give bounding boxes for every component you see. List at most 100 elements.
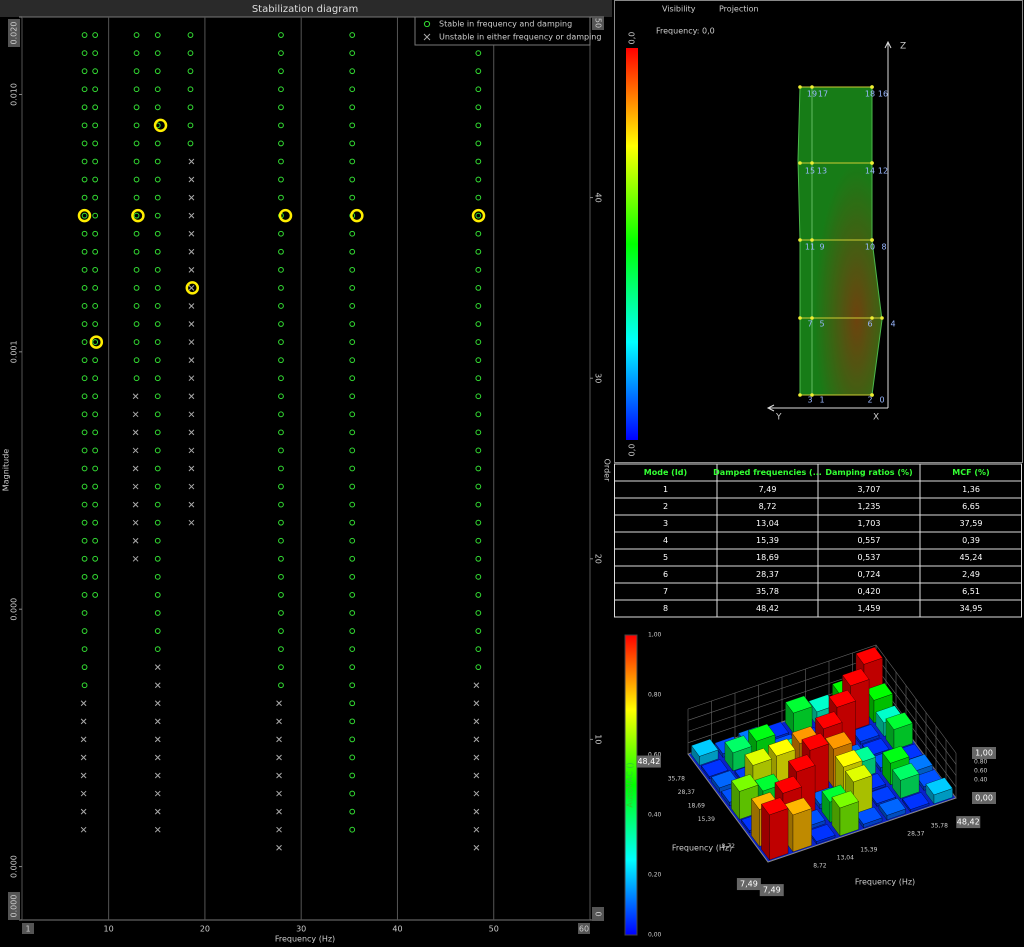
bar-top [788, 754, 816, 773]
unstable-point [132, 465, 139, 472]
colorbar [626, 48, 638, 440]
stable-point [154, 519, 161, 526]
stable-point [349, 266, 356, 273]
unstable-point [188, 393, 195, 400]
y2-tick-label: 40 [594, 193, 603, 203]
tab[interactable]: Projection [719, 5, 759, 14]
stable-point [278, 303, 284, 309]
axis-y [766, 404, 888, 412]
bar-top [801, 732, 829, 751]
unstable-point [154, 718, 161, 725]
stable-point [154, 285, 161, 291]
bar-top [744, 748, 772, 766]
unstable-point [132, 537, 139, 544]
stable-point [349, 429, 356, 436]
stable-point [475, 592, 482, 598]
node-label: 6 [867, 320, 872, 329]
stable-point [475, 122, 482, 129]
stable-point [81, 483, 88, 490]
tick-box [578, 923, 590, 934]
table-cell: 0,420 [858, 587, 881, 596]
x-tick-label: 10 [104, 925, 114, 934]
bar-side [769, 808, 789, 861]
unstable-point [473, 754, 480, 761]
y2-tick-label: 10 [594, 734, 603, 744]
x-tick-label: 15,39 [860, 847, 877, 854]
stable-point [349, 808, 356, 815]
unstable-point [188, 285, 195, 291]
stable-point [475, 266, 482, 273]
stable-point [133, 158, 140, 165]
node [810, 161, 814, 165]
stable-point [133, 303, 140, 309]
y2-axis-label: Order [603, 459, 612, 482]
stable-point [278, 176, 284, 183]
legend [414, 16, 591, 46]
z-axis-label: AutoMAC () [626, 762, 635, 807]
unstable-point [188, 339, 195, 345]
tab[interactable]: Visibility [662, 5, 696, 14]
unstable-point [276, 790, 282, 797]
stable-point [349, 303, 356, 309]
x-tick-label: 1 [25, 925, 30, 934]
stable-point [475, 573, 482, 580]
stable-point [349, 447, 356, 454]
unstable-point [154, 700, 161, 707]
table-cell: 7,49 [759, 485, 777, 494]
stable-point [475, 357, 482, 364]
bar-top [701, 759, 729, 777]
tick-box [22, 923, 34, 934]
stable-point [154, 140, 161, 147]
stable-point [187, 32, 194, 38]
stable-point [154, 628, 161, 634]
unstable-point [276, 718, 282, 725]
bar-top [774, 775, 802, 794]
stable-point [81, 339, 88, 345]
stable-point [154, 176, 161, 183]
stable-point [278, 555, 284, 562]
stable-point [92, 483, 99, 490]
stable-point [81, 393, 88, 400]
axis-box-label: 7,49 [763, 886, 781, 895]
unstable-point [154, 664, 161, 671]
unstable-point [473, 772, 480, 779]
table-cell: 7 [663, 587, 668, 596]
unstable-point [132, 447, 139, 454]
stable-point [133, 104, 140, 111]
node-label: 4 [890, 320, 895, 329]
mac-bar [831, 790, 859, 837]
stable-point [133, 86, 140, 93]
stable-point [154, 592, 161, 598]
stable-point [349, 628, 356, 634]
stable-point [349, 321, 356, 327]
stable-point [475, 519, 482, 526]
mac-bar [878, 797, 906, 821]
node [798, 85, 802, 89]
stable-point [92, 393, 99, 400]
y2-tick-label: 50 [594, 18, 603, 28]
stable-point [92, 32, 99, 38]
legend-symbol [423, 20, 431, 28]
bar-side [792, 808, 812, 853]
axis-box [956, 816, 981, 829]
unstable-point [473, 700, 480, 707]
mac-bar [842, 668, 870, 732]
bar-top [825, 731, 853, 750]
node-label: 5 [819, 320, 824, 329]
mac-bar [855, 806, 883, 829]
table-cell: 1,459 [858, 604, 881, 613]
stable-point [92, 357, 99, 364]
table-cell: 6,51 [962, 587, 980, 596]
stable-point [278, 573, 284, 580]
stable-point [349, 537, 356, 544]
stable-point [133, 285, 140, 291]
table-cell: 0,557 [858, 536, 881, 545]
unstable-point [132, 411, 139, 418]
y-tick-label: 8,72 [722, 843, 736, 850]
stable-point [154, 555, 161, 562]
stable-point [278, 122, 284, 129]
table-cell: 37,59 [960, 519, 983, 528]
unstable-point [188, 266, 195, 273]
x-tick-label: 28,37 [907, 831, 924, 838]
node-label: 18 [865, 90, 875, 99]
